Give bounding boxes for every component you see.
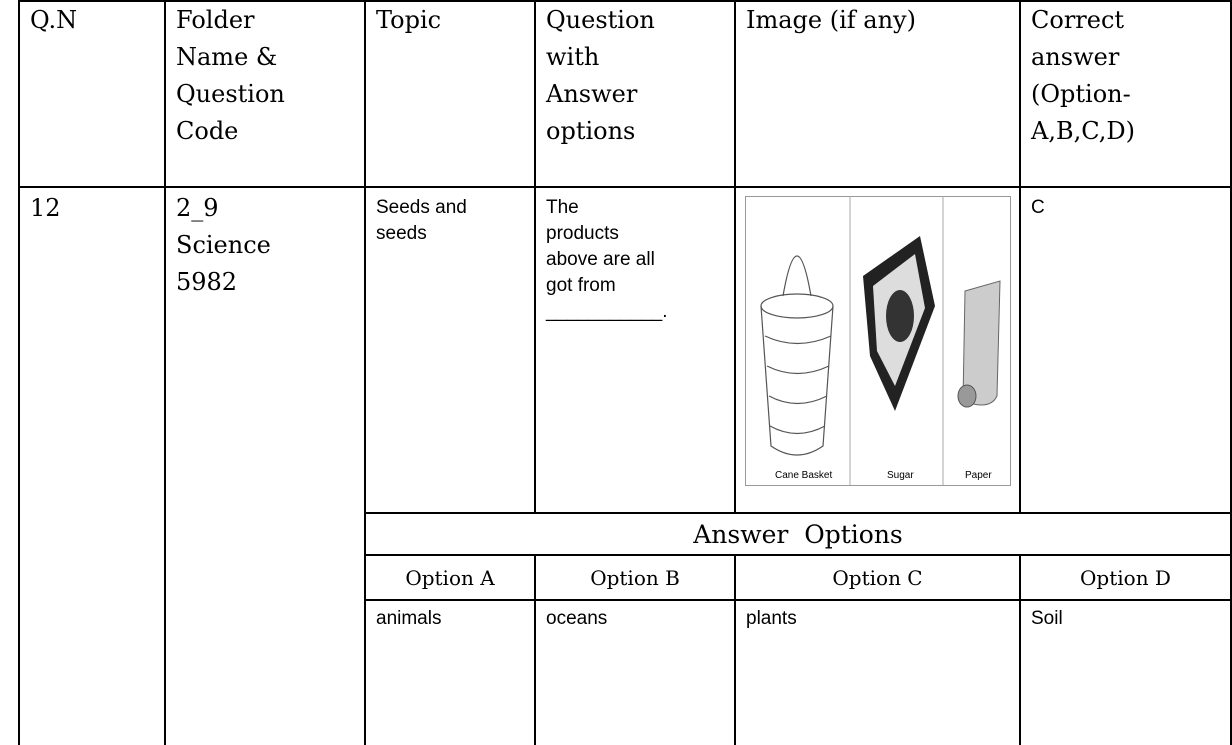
topic: Seeds and seeds [376,195,467,247]
text-line: Name & [176,43,278,71]
text-line: C [1031,197,1045,218]
header-cell: Topic [376,2,441,39]
border [1230,0,1232,745]
text-line: Topic [376,6,442,34]
option-header: Option B [590,566,680,590]
text-line: Answer [546,80,638,108]
border [364,599,1232,601]
text-line: Seeds and [376,197,467,218]
option-value: oceans [546,608,608,629]
header-cell: Question with Answer options [546,2,655,150]
header-cell: Image (if any) [746,2,916,39]
folder: 2_9 Science 5982 [176,190,271,301]
text-line: above are all [546,249,655,270]
border [18,0,20,745]
text-line: The [546,197,579,218]
option-header: Option A [405,566,495,590]
sugar-drawing [863,236,935,411]
paper-drawing [957,280,1001,408]
text-line: answer [1031,43,1120,71]
option-header: Option C [832,566,923,590]
header-cell: Correct answer (Option- A,B,C,D) [1031,2,1135,150]
border [18,0,1232,2]
text-line: A,B,C,D) [1031,117,1135,145]
border [1019,0,1021,513]
header-cell: Q.N [30,2,77,39]
text-line: got from [546,275,616,296]
text-line: Question [176,80,285,108]
border [734,0,736,513]
image-label: Cane Basket [775,470,832,481]
text-line: Folder [176,6,255,34]
header-cell: Folder Name & Question Code [176,2,285,150]
text-line: Question [546,6,655,34]
text-line: Science [176,231,271,259]
question: The products above are all got from ________… [546,195,668,325]
text-line: Q.N [30,6,78,34]
text-line: 2_9 [176,194,219,222]
border [534,0,536,513]
option-header: Option D [1080,566,1171,590]
border [734,555,736,745]
option-value: Soil [1031,608,1063,629]
border [534,555,536,745]
option-value: plants [746,608,797,629]
border [364,0,366,745]
border [18,186,1232,188]
answer-options-title: Answer Options [693,520,903,549]
text-line: with [546,43,600,71]
text-line: options [546,117,636,145]
text-line: Code [176,117,239,145]
border [364,554,1232,556]
qn: 12 [30,190,61,227]
basket-drawing [760,255,834,456]
text-line: ___________. [546,301,668,322]
border [1019,555,1021,745]
text-line: 12 [30,194,61,222]
text-line: 5982 [176,268,238,296]
question-image: Cane Basket Sugar Paper [745,196,1011,486]
text-line: products [546,223,619,244]
border [164,0,166,745]
text-line: Image (if any) [746,6,916,34]
image-label: Sugar [887,470,914,481]
option-value: animals [376,608,442,629]
image-label: Paper [965,470,992,481]
text-line: seeds [376,223,427,244]
text-line: (Option- [1031,80,1131,108]
text-line: Correct [1031,6,1125,34]
border [364,512,1232,514]
correct-answer: C [1031,195,1045,221]
